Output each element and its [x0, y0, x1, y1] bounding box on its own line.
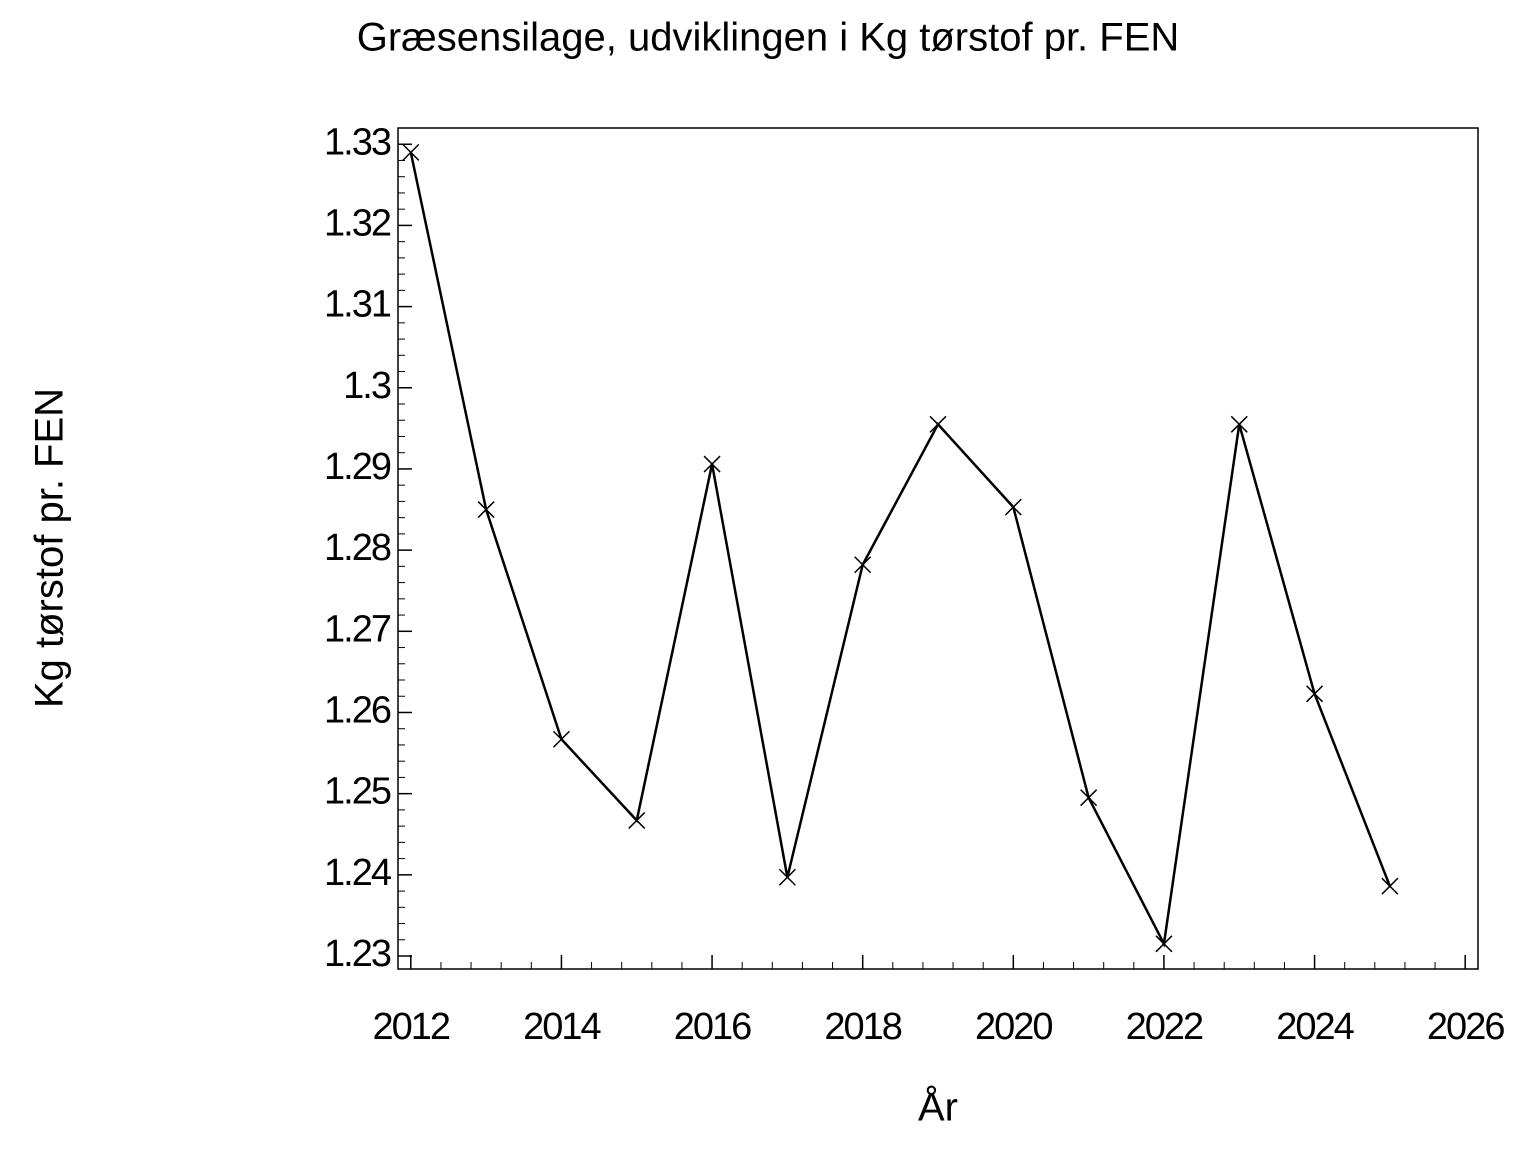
x-tick-label: 2022	[1126, 1006, 1203, 1048]
y-tick-label: 1.28	[324, 527, 391, 569]
y-tick-label: 1.26	[324, 690, 391, 732]
y-axis-label: Kg tørstof pr. FEN	[28, 388, 72, 708]
marker	[778, 868, 796, 886]
y-tick-label: 1.31	[324, 284, 391, 326]
marker	[628, 811, 646, 829]
line	[409, 152, 1392, 948]
marker	[1080, 789, 1098, 807]
marker	[703, 455, 721, 473]
y-tick-label: 1.25	[324, 771, 391, 813]
y-tick-label: 1.27	[324, 608, 391, 650]
x-tick-label: 2018	[824, 1006, 901, 1048]
x-tick-label: 2012	[373, 1006, 450, 1048]
marker	[1306, 685, 1324, 703]
x-tick-label: 2014	[523, 1006, 601, 1048]
x-tick-label: 2026	[1427, 1006, 1504, 1048]
y-tick-label: 1.24	[324, 852, 392, 894]
x-axis-label: År	[918, 1085, 958, 1130]
x-tick-label: 2024	[1276, 1006, 1354, 1048]
marker	[929, 415, 947, 433]
marker	[402, 143, 420, 161]
marker	[552, 730, 570, 748]
marker	[1004, 498, 1022, 516]
marker	[477, 501, 495, 519]
marker	[1155, 935, 1173, 953]
y-tick-label: 1.29	[324, 446, 391, 488]
y-tick-label: 1.23	[324, 933, 391, 975]
marker	[854, 556, 872, 574]
plot-frame	[397, 127, 1479, 970]
chart-title: Græsensilage, udviklingen i Kg tørstof p…	[357, 16, 1180, 60]
y-tick-label: 1.33	[324, 121, 391, 163]
x-tick-label: 2020	[975, 1006, 1052, 1048]
marker	[1381, 877, 1399, 895]
y-tick-label: 1.32	[324, 202, 391, 244]
marker	[1230, 415, 1248, 433]
y-tick-label: 1.3	[343, 365, 391, 407]
x-tick-label: 2016	[674, 1006, 751, 1048]
